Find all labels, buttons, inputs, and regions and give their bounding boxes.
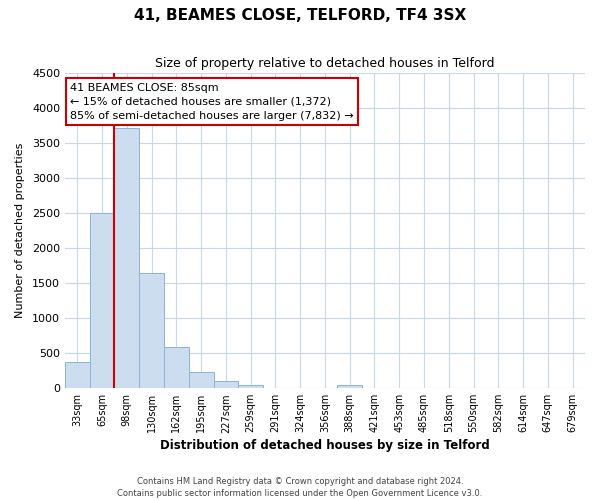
Bar bbox=[65, 362, 89, 388]
Bar bbox=[214, 381, 238, 388]
Bar bbox=[238, 384, 263, 388]
Bar bbox=[164, 347, 189, 388]
Bar bbox=[337, 384, 362, 388]
Title: Size of property relative to detached houses in Telford: Size of property relative to detached ho… bbox=[155, 58, 495, 70]
Bar bbox=[139, 274, 164, 388]
Text: 41 BEAMES CLOSE: 85sqm
← 15% of detached houses are smaller (1,372)
85% of semi-: 41 BEAMES CLOSE: 85sqm ← 15% of detached… bbox=[70, 82, 354, 120]
Bar bbox=[189, 372, 214, 388]
X-axis label: Distribution of detached houses by size in Telford: Distribution of detached houses by size … bbox=[160, 440, 490, 452]
Text: Contains HM Land Registry data © Crown copyright and database right 2024.
Contai: Contains HM Land Registry data © Crown c… bbox=[118, 476, 482, 498]
Text: 41, BEAMES CLOSE, TELFORD, TF4 3SX: 41, BEAMES CLOSE, TELFORD, TF4 3SX bbox=[134, 8, 466, 22]
Y-axis label: Number of detached properties: Number of detached properties bbox=[15, 143, 25, 318]
Bar bbox=[115, 128, 139, 388]
Bar bbox=[89, 213, 115, 388]
